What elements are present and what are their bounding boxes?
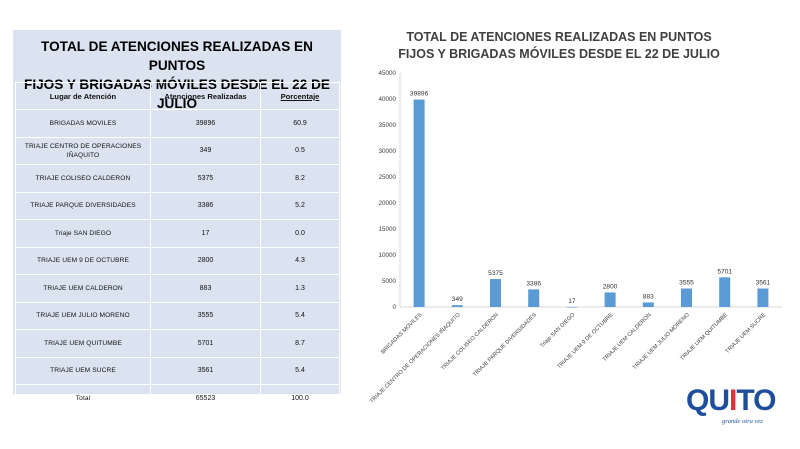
table-row: TRIAJE UEM JULIO MORENO 3555 5.4 xyxy=(15,301,340,330)
table-row: TRIAJE CENTRO DE OPERACIONES IÑAQUITO 349… xyxy=(15,136,340,165)
bar xyxy=(604,292,616,307)
table-row: TRIAJE PARQUE DIVERSIDADES 3386 5.2 xyxy=(15,191,340,220)
y-tick-label: 15000 xyxy=(378,226,396,233)
cell-percentage: 0.5 xyxy=(260,136,340,165)
cell-place: TRIAJE UEM SUCRE xyxy=(15,356,151,385)
table-row: TRIAJE UEM CALDERON 883 1.3 xyxy=(15,274,340,303)
header-percentage: Porcentaje xyxy=(260,82,340,110)
table-row: Triaje SAN DIEGO 17 0.0 xyxy=(15,219,340,248)
table-row: TRIAJE COLISEO CALDERON 5375 8.2 xyxy=(15,164,340,193)
bar xyxy=(642,302,654,307)
table-title-line-1: TOTAL DE ATENCIONES REALIZADAS EN PUNTOS xyxy=(41,39,313,73)
data-label: 2800 xyxy=(603,283,618,290)
cell-percentage: 5.4 xyxy=(260,356,340,385)
data-label: 5701 xyxy=(717,268,732,275)
data-label: 5375 xyxy=(488,270,503,277)
category-label: TRIAJE PARQUE DIVERSIDADES xyxy=(472,312,538,378)
cell-percentage: 60.9 xyxy=(260,109,340,138)
y-tick-label: 10000 xyxy=(378,252,396,259)
cell-percentage: 1.3 xyxy=(260,274,340,303)
category-label: TRIAJE UEM SUCRE xyxy=(725,312,768,355)
y-tick-label: 25000 xyxy=(378,174,396,181)
attention-table: Lugar de Atención Atenciones Realizadas … xyxy=(15,82,340,413)
cell-percentage: 5.2 xyxy=(260,191,340,220)
category-label: BRIGADAS MOVILES xyxy=(380,312,424,356)
cell-percentage: 5.4 xyxy=(260,301,340,330)
y-tick-label: 45000 xyxy=(378,70,396,77)
cell-count: 3561 xyxy=(150,356,261,385)
cell-place: Total xyxy=(15,384,151,413)
data-label: 349 xyxy=(452,296,463,303)
cell-place: TRIAJE PARQUE DIVERSIDADES xyxy=(15,191,151,220)
category-label: TRIAJE CENTRO DE OPERACIONES IÑAQUITO xyxy=(368,311,462,405)
table-row: TRIAJE UEM SUCRE 3561 5.4 xyxy=(15,356,340,385)
cell-count: 17 xyxy=(150,219,261,248)
cell-count: 349 xyxy=(150,136,261,165)
chart-title: TOTAL DE ATENCIONES REALIZADAS EN PUNTOS… xyxy=(364,29,754,63)
cell-place: BRIGADAS MOVILES xyxy=(15,109,151,138)
bar xyxy=(719,277,731,307)
data-label: 3561 xyxy=(756,279,771,286)
cell-count: 3386 xyxy=(150,191,261,220)
logo-tagline: grande otra vez xyxy=(722,418,763,425)
quito-logo: QUITO grande otra vez xyxy=(686,385,786,435)
data-label: 39896 xyxy=(410,91,429,98)
bar xyxy=(566,306,578,308)
chart-title-line-2: FIJOS Y BRIGADAS MÓVILES DESDE EL 22 DE … xyxy=(398,47,720,61)
cell-percentage: 100.0 xyxy=(260,384,340,413)
cell-count: 5375 xyxy=(150,164,261,193)
summary-table-panel: TOTAL DE ATENCIONES REALIZADAS EN PUNTOS… xyxy=(13,30,341,413)
cell-place: TRIAJE CENTRO DE OPERACIONES IÑAQUITO xyxy=(15,136,151,165)
y-tick-label: 30000 xyxy=(378,148,396,155)
y-tick-label: 5000 xyxy=(382,278,397,285)
cell-percentage: 8.2 xyxy=(260,164,340,193)
y-tick-label: 40000 xyxy=(378,96,396,103)
bar xyxy=(451,305,463,307)
table-row: Total 65523 100.0 xyxy=(15,384,340,413)
y-tick-label: 0 xyxy=(392,304,396,311)
cell-place: TRIAJE UEM QUITUMBE xyxy=(15,329,151,358)
bar xyxy=(490,279,501,307)
cell-count: 3555 xyxy=(150,301,261,330)
logo-wordmark: QUITO xyxy=(686,384,776,417)
data-label: 3555 xyxy=(679,280,694,287)
cell-place: Triaje SAN DIEGO xyxy=(15,219,151,248)
cell-count: 5701 xyxy=(150,329,261,358)
data-label: 3386 xyxy=(526,280,541,287)
y-tick-label: 35000 xyxy=(378,122,396,129)
chart-title-line-1: TOTAL DE ATENCIONES REALIZADAS EN PUNTOS xyxy=(406,30,712,44)
cell-place: TRIAJE UEM JULIO MORENO xyxy=(15,301,151,330)
table-row: BRIGADAS MOVILES 39896 60.9 xyxy=(15,109,340,138)
header-count: Atenciones Realizadas xyxy=(150,82,261,110)
bar xyxy=(757,288,769,307)
cell-place: TRIAJE COLISEO CALDERON xyxy=(15,164,151,193)
bar xyxy=(681,288,692,307)
bar xyxy=(413,99,425,307)
data-label: 883 xyxy=(643,293,654,300)
data-label: 17 xyxy=(568,298,576,305)
category-label: Triaje SAN DIEGO xyxy=(539,312,577,350)
cell-count: 2800 xyxy=(150,246,261,275)
y-tick-label: 20000 xyxy=(378,200,396,207)
header-place: Lugar de Atención xyxy=(15,82,151,110)
cell-percentage: 0.0 xyxy=(260,219,340,248)
table-header-row: Lugar de Atención Atenciones Realizadas … xyxy=(15,82,340,110)
table-row: TRIAJE UEM QUITUMBE 5701 8.7 xyxy=(15,329,340,358)
bar xyxy=(528,289,540,307)
